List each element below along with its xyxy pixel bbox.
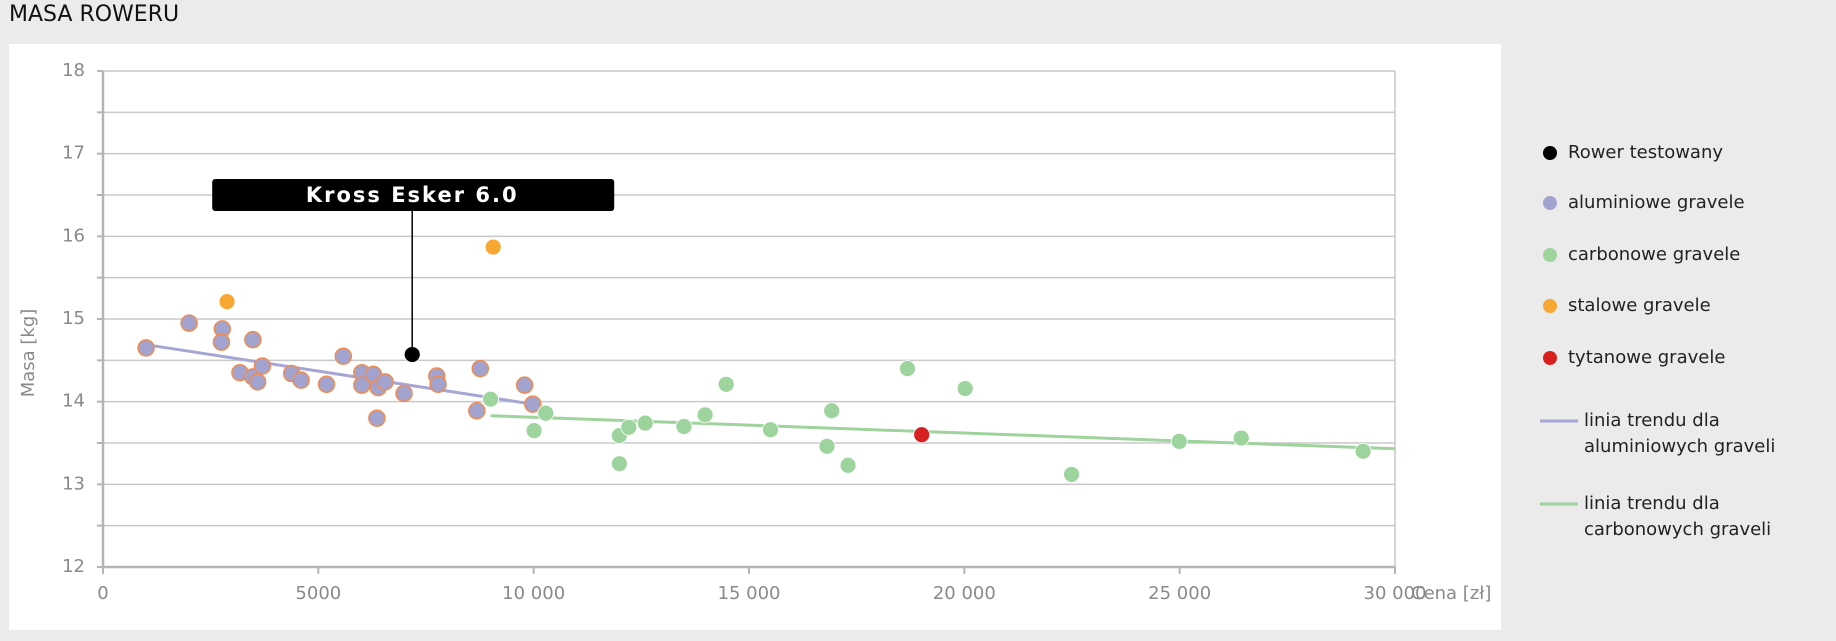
legend-marker [1543,351,1557,365]
legend-marker [1543,196,1557,210]
y-axis-label: Masa [kg] [18,309,39,398]
scatter-point [429,375,447,394]
trend-line [140,342,534,406]
scatter-point [913,426,931,444]
scatter-point [525,422,543,440]
callout-box [212,179,615,211]
scatter-point [376,373,394,391]
legend-dot [1543,299,1557,313]
scatter-point [636,414,654,432]
scatter-point [1354,442,1372,460]
scatter-point [471,359,490,378]
legend-item: carbonowe gravele [1540,242,1740,268]
legend-item: tytanowe gravele [1540,345,1725,371]
y-tick-label: 17 [62,143,85,164]
x-tick-label: 0 [97,583,108,604]
scatter-point [610,455,628,473]
legend-label: linia trendu dla aluminiowych graveli [1584,410,1776,457]
scatter-point [212,333,231,351]
callout-label: Kross Esker 6.0 [306,183,519,207]
scatter-point [818,437,836,455]
legend-dot [1543,248,1557,262]
legend-item: Rower testowany [1540,140,1723,166]
legend-dot [1543,351,1557,365]
scatter-point [956,380,974,397]
scatter-point [180,314,198,332]
scatter-point [524,395,542,413]
scatter-point [468,402,486,420]
scatter-point [317,375,336,394]
scatter-point [537,404,555,422]
scatter-point [899,360,916,378]
scatter-point [675,418,693,435]
scatter-point [839,456,857,474]
scatter-point [292,371,310,389]
chart-title: MASA ROWERU [9,2,180,27]
x-tick-label: 30 000 [1364,583,1427,604]
scatter-point [823,402,841,420]
legend-item: linia trendu dla aluminiowych graveli [1540,408,1834,460]
legend-label: stalowe gravele [1568,295,1711,316]
scatter-point [244,330,262,349]
legend-marker [1540,419,1578,423]
x-tick-label: 20 000 [933,583,996,604]
legend-marker [1543,146,1557,160]
scatter-point [717,375,735,393]
scatter-point [1232,429,1250,447]
scatter-point [395,384,413,403]
legend-dot [1543,196,1557,210]
legend-dot [1543,146,1557,160]
y-tick-label: 12 [62,556,85,577]
legend-label: aluminiowe gravele [1568,192,1745,213]
y-tick-label: 16 [62,225,85,246]
scatter-point [696,406,714,424]
legend-label: linia trendu dla carbonowych graveli [1584,493,1772,540]
x-tick-label: 25 000 [1148,583,1211,604]
legend-label: tytanowe gravele [1568,347,1726,368]
scatter-point [1170,432,1188,450]
legend-label: Rower testowany [1568,142,1724,163]
scatter-point [248,373,267,391]
y-tick-label: 14 [62,391,85,412]
legend-label: carbonowe gravele [1568,244,1741,265]
y-tick-label: 18 [62,60,85,81]
scatter-point [218,293,236,311]
legend-marker [1543,248,1557,262]
legend-marker [1540,502,1578,506]
scatter-point [1063,466,1080,483]
scatter-point [620,418,638,436]
x-tick-label: 5000 [295,583,341,604]
scatter-point [515,376,534,394]
scatter-point [484,238,502,256]
scatter-point [368,409,386,427]
y-tick-label: 13 [62,473,85,494]
scatter-point [253,357,272,375]
x-tick-label: 10 000 [502,583,565,604]
x-tick-label: 15 000 [718,583,781,604]
legend-item: stalowe gravele [1540,293,1711,319]
legend-item: aluminiowe gravele [1540,190,1745,216]
scatter-point [137,339,155,357]
y-tick-label: 15 [62,308,85,329]
scatter-point [334,347,353,365]
legend-item: linia trendu dla carbonowych graveli [1540,491,1834,543]
scatter-point [762,421,779,439]
legend-marker [1543,299,1557,313]
scatter-point [482,390,500,408]
x-axis-label: Cena [zł] [1411,583,1491,604]
